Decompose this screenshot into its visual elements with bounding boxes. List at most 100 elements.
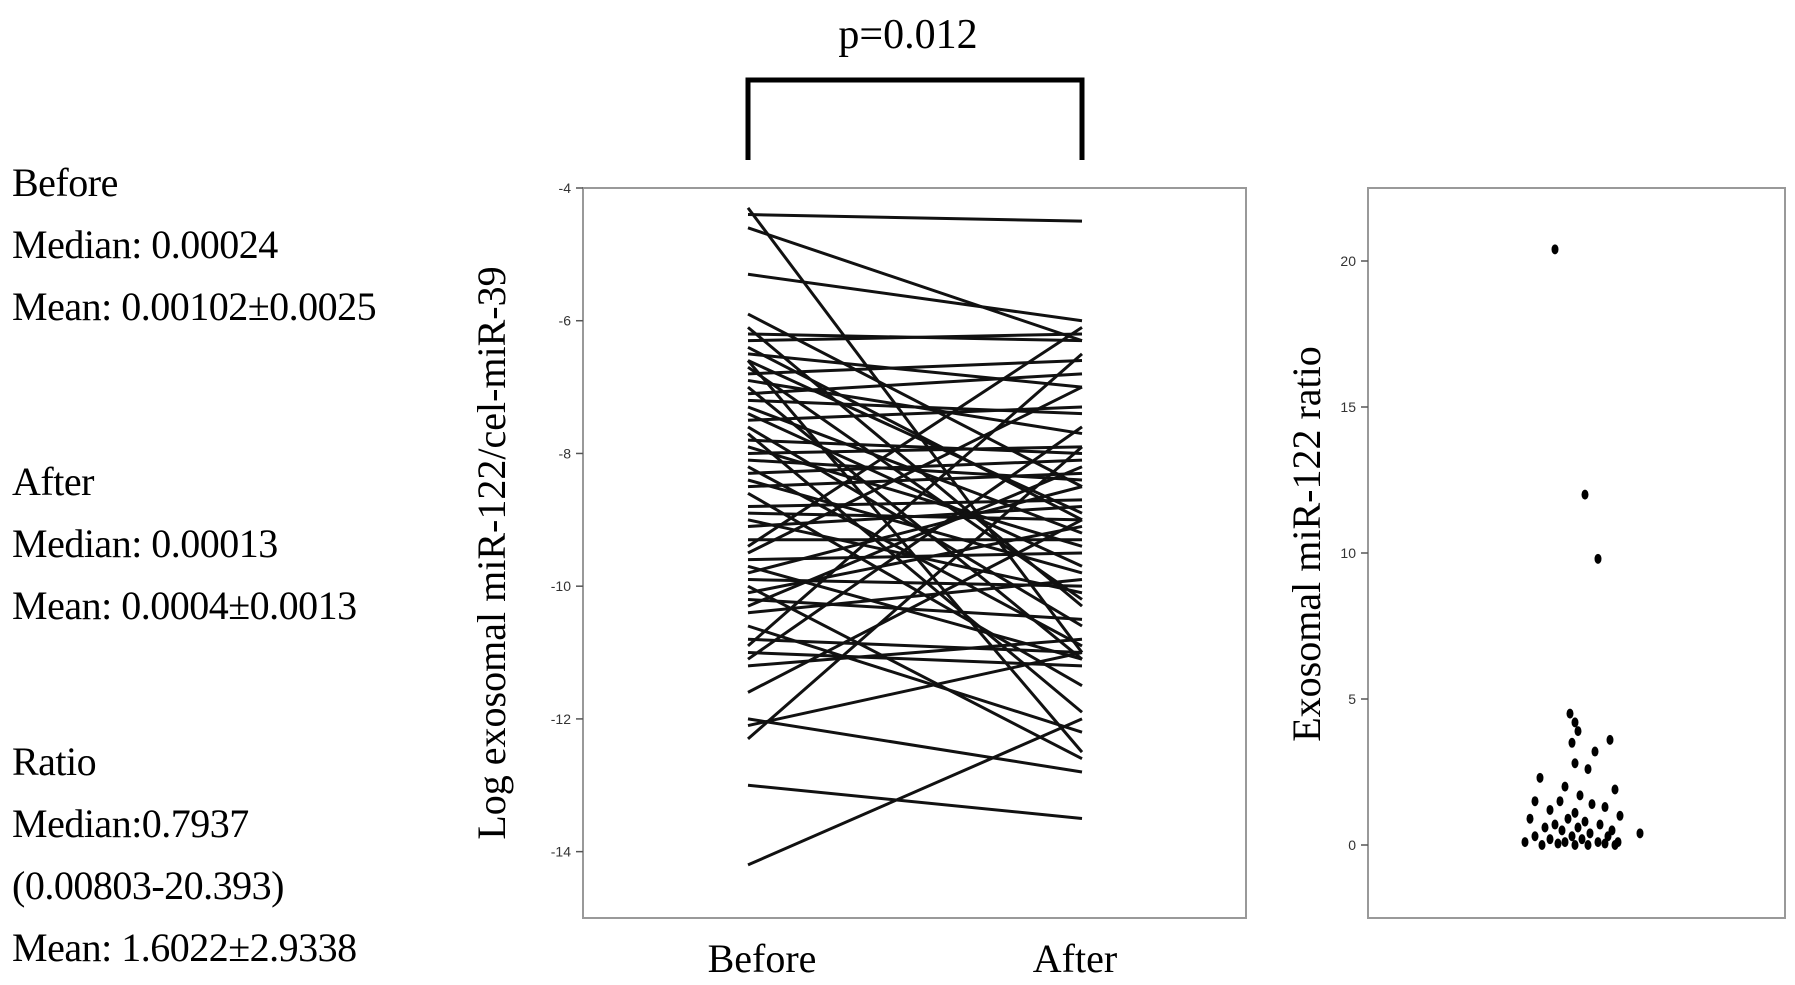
paired-line	[747, 783, 1083, 820]
scatter-point	[1576, 790, 1584, 801]
ratio-range: (0.00803-20.393)	[12, 863, 284, 908]
scatter-y-tick-label: 0	[1348, 837, 1356, 853]
scatter-point	[1574, 726, 1582, 737]
scatter-point	[1581, 489, 1589, 500]
paired-line	[747, 352, 1083, 648]
paired-y-tick-label: -4	[559, 180, 572, 196]
stats-after: After Median: 0.00013 Mean: 0.0004±0.001…	[12, 451, 357, 637]
scatter-point	[1636, 828, 1644, 839]
scatter-point	[1531, 831, 1539, 842]
paired-line	[747, 326, 1083, 548]
scatter-point	[1538, 840, 1546, 850]
scatter-point	[1591, 746, 1599, 757]
scatter-point	[1526, 813, 1534, 824]
scatter-point	[1581, 816, 1589, 827]
scatter-point	[1541, 822, 1549, 833]
scatter-point	[1601, 838, 1609, 849]
scatter-point	[1571, 807, 1579, 818]
stats-before: Before Median: 0.00024 Mean: 0.00102±0.0…	[12, 152, 377, 338]
scatter-point	[1568, 737, 1576, 748]
significance-bracket	[745, 77, 1085, 160]
scatter-point	[1536, 772, 1544, 783]
scatter-point	[1571, 840, 1579, 850]
scatter-point	[1521, 837, 1529, 848]
paired-line	[747, 465, 1083, 608]
ratio-median: Median:0.7937	[12, 801, 249, 846]
paired-line	[747, 438, 1083, 455]
scatter-point	[1556, 796, 1564, 807]
paired-chart: p=0.012 Log exosomal miR-122/cel-miR-39 …	[469, 12, 1247, 981]
stats-ratio: Ratio Median:0.7937 (0.00803-20.393) Mea…	[12, 731, 357, 979]
paired-line	[747, 485, 1083, 575]
scatter-point	[1588, 799, 1596, 810]
scatter-point	[1551, 244, 1559, 255]
paired-line	[747, 272, 1083, 323]
scatter-point	[1574, 822, 1582, 833]
paired-line	[747, 578, 1083, 615]
paired-y-tick-label: -6	[559, 313, 572, 329]
paired-line	[747, 445, 1083, 740]
scatter-point	[1584, 764, 1592, 775]
paired-y-tick-label: -8	[559, 445, 572, 461]
paired-line	[747, 597, 1083, 621]
scatter-y-tick-label: 20	[1340, 253, 1356, 269]
paired-line	[747, 385, 1083, 661]
paired-line	[747, 518, 1083, 694]
scatter-y-tick-label: 10	[1340, 545, 1356, 561]
scatter-point	[1604, 831, 1612, 842]
before-mean: Mean: 0.00102±0.0025	[12, 284, 377, 329]
paired-line	[747, 717, 1083, 867]
scatter-point	[1586, 828, 1594, 839]
scatter-point	[1566, 708, 1574, 719]
x-category-after: After	[1033, 936, 1117, 981]
scatter-point	[1601, 802, 1609, 813]
scatter-point	[1568, 831, 1576, 842]
scatter-point	[1594, 837, 1602, 848]
paired-line	[747, 505, 1083, 528]
paired-line	[747, 312, 1083, 488]
paired-line	[747, 332, 1083, 343]
paired-line	[747, 432, 1083, 714]
before-label: Before	[12, 160, 118, 205]
after-median: Median: 0.00013	[12, 521, 278, 566]
scatter-point	[1564, 813, 1572, 824]
scatter-point	[1561, 781, 1569, 792]
scatter-point	[1571, 758, 1579, 769]
scatter-point	[1551, 819, 1559, 830]
scatter-point	[1596, 819, 1604, 830]
scatter-point	[1611, 784, 1619, 795]
paired-line	[747, 372, 1083, 396]
paired-line	[747, 624, 1083, 734]
paired-line	[747, 365, 1083, 601]
paired-line	[747, 405, 1083, 422]
scatter-point	[1558, 825, 1566, 836]
paired-line	[747, 478, 1083, 575]
paired-line	[747, 398, 1083, 416]
scatter-point	[1561, 837, 1569, 848]
paired-line	[747, 213, 1083, 223]
paired-line	[747, 637, 1083, 668]
scatter-point	[1606, 734, 1614, 745]
scatter-point	[1546, 834, 1554, 845]
scatter-y-tick-label: 15	[1340, 399, 1356, 415]
scatter-point	[1584, 840, 1592, 850]
paired-y-tick-label: -14	[551, 844, 571, 860]
after-label: After	[12, 459, 94, 504]
paired-line	[747, 352, 1083, 389]
scatter-point	[1554, 838, 1562, 849]
ratio-label: Ratio	[12, 739, 97, 784]
paired-line	[747, 458, 1083, 475]
paired-line	[747, 445, 1083, 455]
paired-line	[747, 425, 1083, 661]
after-mean: Mean: 0.0004±0.0013	[12, 583, 357, 628]
scatter-y-tick-label: 5	[1348, 691, 1356, 707]
scatter-y-axis-label: Exosomal miR-122 ratio	[1284, 346, 1329, 742]
paired-y-tick-label: -10	[551, 578, 571, 594]
paired-y-axis-label: Log exosomal miR-122/cel-miR-39	[469, 266, 514, 839]
scatter-point	[1546, 804, 1554, 815]
ratio-mean: Mean: 1.6022±2.9338	[12, 925, 357, 970]
paired-line	[747, 651, 1083, 728]
scatter-point	[1611, 840, 1619, 850]
p-value-annotation: p=0.012	[838, 12, 977, 58]
